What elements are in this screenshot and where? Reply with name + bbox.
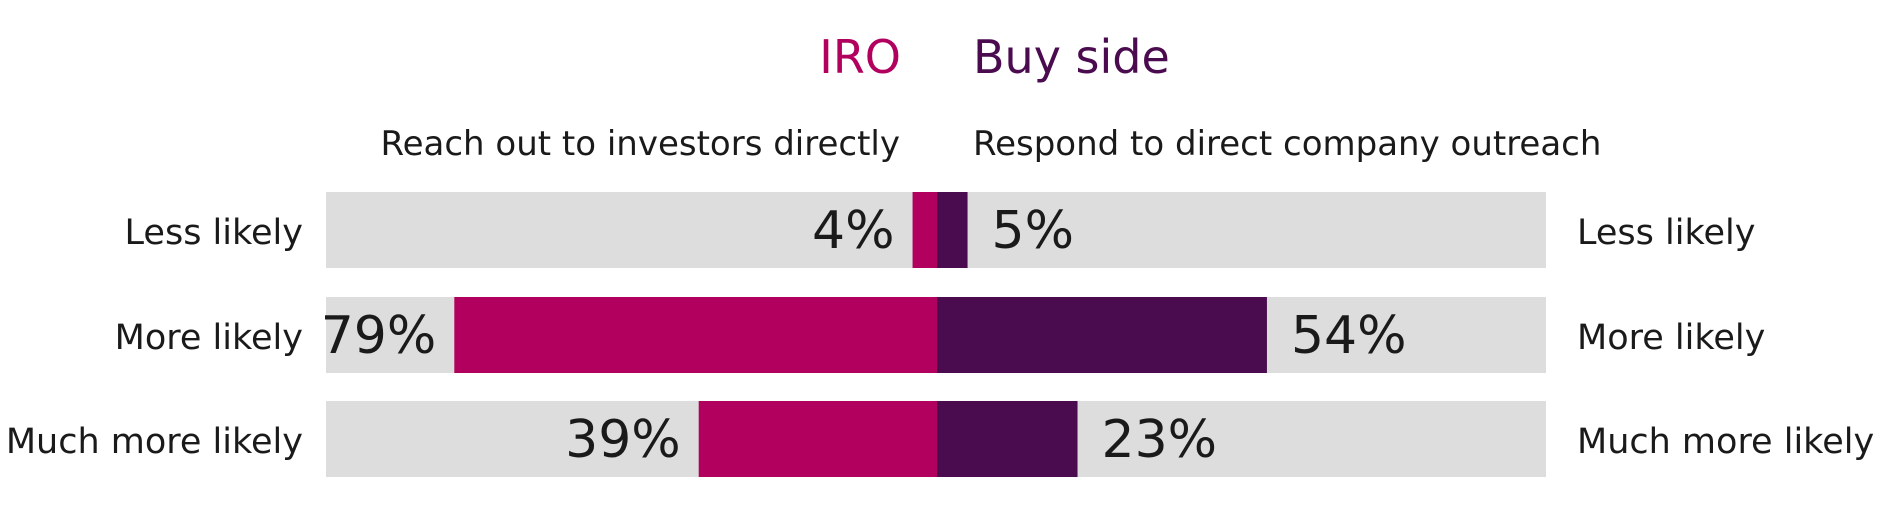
- data-label-buy-side: 54%: [1291, 306, 1407, 366]
- bar-iro: [698, 401, 937, 477]
- data-label-buy-side: 23%: [1102, 410, 1218, 470]
- data-label-iro: 79%: [321, 306, 437, 366]
- row-label-right: More likely: [1577, 318, 1765, 358]
- row-label-right: Less likely: [1577, 213, 1755, 253]
- bar-buy-side: [937, 297, 1267, 373]
- row-label-left: Less likely: [125, 213, 303, 253]
- bar-iro: [454, 297, 937, 373]
- subheader-iro: Reach out to investors directly: [381, 124, 900, 164]
- bar-buy-side: [937, 401, 1078, 477]
- subheader-buy-side: Respond to direct company outreach: [973, 124, 1601, 164]
- row-label-left: Much more likely: [6, 422, 303, 462]
- row-label-left: More likely: [115, 318, 303, 358]
- bar-iro: [912, 192, 937, 268]
- bar-buy-side: [937, 192, 968, 268]
- series-title-iro: IRO: [819, 30, 901, 84]
- data-label-iro: 39%: [565, 410, 681, 470]
- row-label-right: Much more likely: [1577, 422, 1874, 462]
- data-label-iro: 4%: [812, 201, 895, 261]
- data-label-buy-side: 5%: [992, 201, 1075, 261]
- series-title-buy-side: Buy side: [973, 30, 1170, 84]
